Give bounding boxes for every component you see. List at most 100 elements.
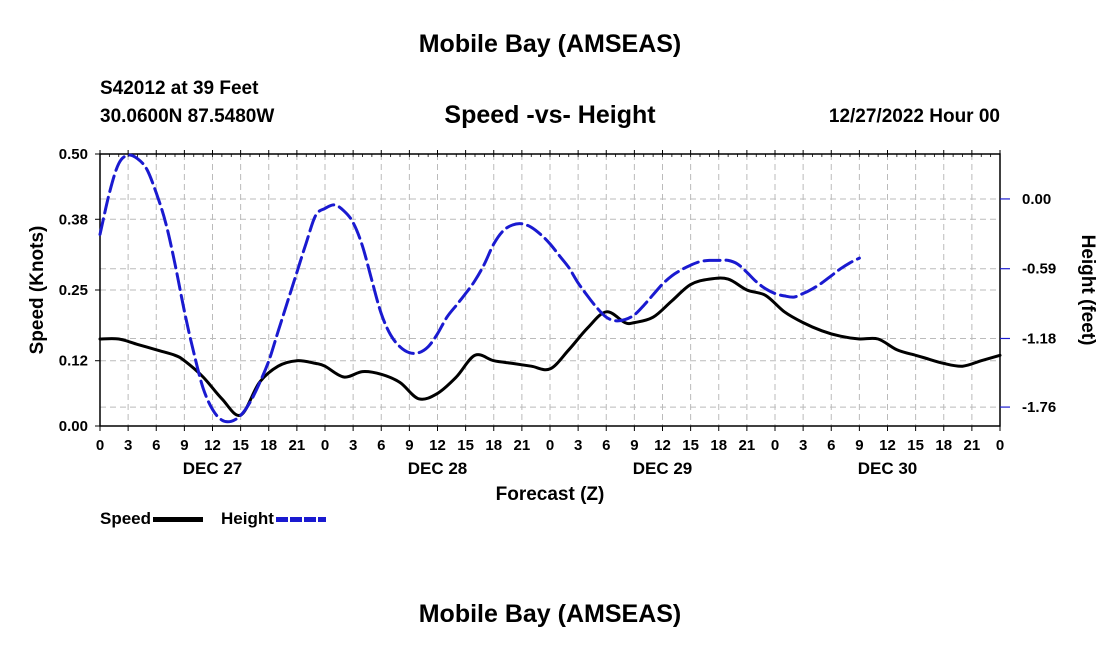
data-point-height [362, 246, 363, 247]
data-point-speed [653, 317, 654, 318]
x-tick-label: 21 [289, 437, 306, 454]
data-point-height [793, 297, 794, 298]
y-axis-title: Speed (Knots) [27, 226, 48, 355]
data-point-height [212, 409, 213, 410]
data-point-speed [634, 322, 635, 323]
data-point-height [109, 192, 110, 193]
data-point-height [718, 260, 719, 261]
x-tick-label: 15 [457, 437, 474, 454]
x-tick-label: 9 [405, 437, 413, 454]
x-tick-label: 21 [739, 437, 756, 454]
data-point-speed [765, 295, 766, 296]
data-point-speed [784, 311, 785, 312]
x-tick-label: 12 [654, 437, 671, 454]
y2-axis-title: Height (feet) [1077, 235, 1098, 346]
data-point-speed [587, 328, 588, 329]
data-point-speed [568, 349, 569, 350]
data-point-height [512, 224, 513, 225]
data-point-speed [943, 363, 944, 364]
x-day-label: DEC 30 [858, 459, 918, 478]
data-point-speed [99, 338, 100, 339]
data-point-speed [671, 300, 672, 301]
data-point-height [278, 331, 279, 332]
data-point-height [709, 260, 710, 261]
x-day-label: DEC 27 [183, 459, 243, 478]
data-point-speed [156, 349, 157, 350]
data-point-speed [962, 366, 963, 367]
data-point-height [540, 234, 541, 235]
data-point-height [174, 263, 175, 264]
data-point-height [128, 155, 129, 156]
data-point-height [756, 281, 757, 282]
data-point-height [428, 346, 429, 347]
x-tick-label: 18 [260, 437, 277, 454]
data-point-speed [315, 363, 316, 364]
data-point-height [456, 305, 457, 306]
data-point-height [259, 383, 260, 384]
data-point-height [971, 0, 972, 1]
data-point-height [943, 0, 944, 1]
data-point-height [353, 222, 354, 223]
y2-tick-label: 0.00 [1022, 191, 1051, 208]
x-tick-label: 21 [514, 437, 531, 454]
legend-speed-swatch [153, 516, 204, 522]
y-tick-label: 0.50 [59, 146, 88, 163]
data-point-height [643, 305, 644, 306]
data-point-height [924, 0, 925, 1]
legend-item-speed: Speed [100, 509, 204, 529]
x-tick-label: 15 [232, 437, 249, 454]
data-point-height [596, 307, 597, 308]
data-point-height [671, 275, 672, 276]
data-point-height [165, 222, 166, 223]
data-point-speed [840, 336, 841, 337]
data-point-height [268, 360, 269, 361]
series-layer [98, 0, 1002, 424]
data-point-height [521, 223, 522, 224]
y-tick-label: 0.38 [59, 211, 88, 228]
x-tick-label: 21 [964, 437, 981, 454]
data-point-speed [878, 338, 879, 339]
x-tick-label: 6 [377, 437, 385, 454]
data-point-height [306, 242, 307, 243]
data-point-height [624, 319, 625, 320]
data-point-height [990, 0, 991, 1]
data-point-height [906, 0, 907, 1]
x-tick-label: 15 [907, 437, 924, 454]
data-point-height [549, 243, 550, 244]
data-point-speed [296, 360, 297, 361]
data-point-height [587, 295, 588, 296]
data-point-speed [203, 376, 204, 377]
data-point-height [315, 215, 316, 216]
data-point-height [474, 280, 475, 281]
data-point-height [615, 320, 616, 321]
y2-tick-label: -1.18 [1022, 330, 1056, 347]
data-point-speed [174, 355, 175, 356]
data-point-height [803, 293, 804, 294]
data-point-speed [512, 363, 513, 364]
x-tick-label: 15 [682, 437, 699, 454]
data-point-speed [999, 355, 1000, 356]
forecast-datetime: 12/27/2022 Hour 00 [828, 106, 1000, 127]
data-point-height [418, 352, 419, 353]
data-point-speed [324, 366, 325, 367]
x-tick-label: 6 [152, 437, 160, 454]
x-tick-label: 6 [602, 437, 610, 454]
data-point-height [493, 243, 494, 244]
data-point-height [249, 402, 250, 403]
station-label: S42012 at 39 Feet [100, 78, 259, 99]
data-point-speed [606, 311, 607, 312]
data-point-height [578, 282, 579, 283]
data-point-height [399, 346, 400, 347]
x-tick-label: 6 [827, 437, 835, 454]
data-point-speed [493, 360, 494, 361]
data-point-height [531, 227, 532, 228]
footer-title: Mobile Bay (AMSEAS) [418, 600, 682, 628]
data-point-height [231, 421, 232, 422]
x-tick-label: 18 [935, 437, 952, 454]
data-point-speed [184, 360, 185, 361]
data-point-height [999, 0, 1000, 1]
x-tick-label: 9 [180, 437, 188, 454]
x-day-label: DEC 28 [408, 459, 468, 478]
data-point-height [774, 293, 775, 294]
